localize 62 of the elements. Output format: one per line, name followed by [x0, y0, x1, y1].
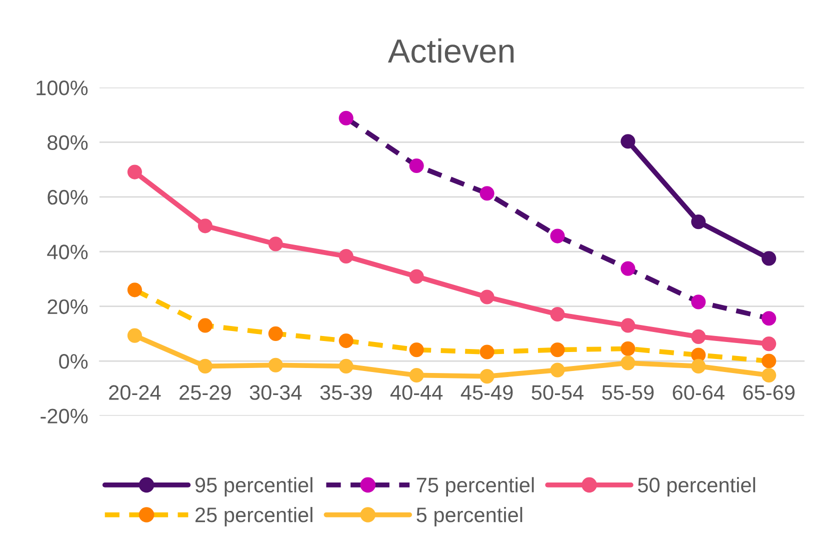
point: [198, 358, 212, 374]
x-tick-label: 35-39: [320, 385, 372, 400]
chart-title: Actieven: [388, 38, 514, 63]
point: [620, 261, 636, 276]
point: [762, 368, 776, 383]
y-tick-label: 100%: [36, 80, 88, 96]
legend-label: 50 percentiel: [638, 477, 756, 497]
point: [127, 328, 142, 343]
point: [480, 186, 494, 201]
x-tick-label: 55-59: [602, 385, 654, 400]
point: [480, 290, 494, 304]
point: [480, 369, 494, 384]
y-tick-label: 80%: [48, 135, 88, 150]
x-tick-label: 50-54: [532, 385, 584, 400]
point: [268, 326, 283, 341]
point: [338, 110, 354, 126]
point: [198, 218, 212, 234]
point: [550, 306, 565, 322]
point: [691, 329, 706, 344]
point: [268, 358, 283, 372]
x-tick-label: 20-24: [109, 385, 161, 400]
legend-label: 75 percentiel: [416, 477, 534, 497]
point: [691, 294, 706, 310]
point: [762, 251, 776, 266]
y-tick-label: 40%: [47, 244, 88, 260]
point: [198, 318, 212, 333]
point: [550, 362, 565, 378]
y-tick-label: 60%: [48, 190, 88, 205]
y-tick-label: 20%: [48, 299, 88, 314]
point: [550, 342, 565, 358]
y-tick-label: 0%: [59, 354, 88, 369]
x-tick-label: 30-34: [250, 385, 302, 400]
point: [691, 214, 706, 230]
point: [338, 248, 354, 264]
point: [409, 342, 424, 358]
point: [409, 158, 424, 174]
x-tick-label: 25-29: [180, 385, 231, 400]
x-tick-label: 65-69: [743, 385, 795, 400]
x-tick-label: 40-44: [390, 385, 443, 400]
legend-label: 5 percentiel: [416, 506, 522, 526]
point: [127, 164, 142, 180]
point: [620, 341, 636, 356]
point: [409, 269, 424, 284]
point: [268, 236, 283, 252]
point: [127, 282, 142, 298]
y-tick-label: -20%: [40, 408, 88, 424]
point: [338, 333, 354, 348]
x-tick-label: 45-49: [460, 385, 513, 400]
point: [480, 344, 494, 360]
point: [338, 358, 354, 374]
legend-label: 25 percentiel: [195, 506, 312, 526]
point: [620, 318, 636, 333]
point: [691, 358, 706, 374]
point: [762, 336, 776, 352]
point: [620, 134, 636, 149]
x-tick-label: 60-64: [672, 385, 724, 400]
point: [620, 356, 636, 370]
legend-label: 95 percentiel: [195, 477, 312, 497]
point: [762, 354, 776, 368]
point: [762, 311, 776, 326]
point: [550, 228, 565, 244]
point: [409, 368, 424, 383]
